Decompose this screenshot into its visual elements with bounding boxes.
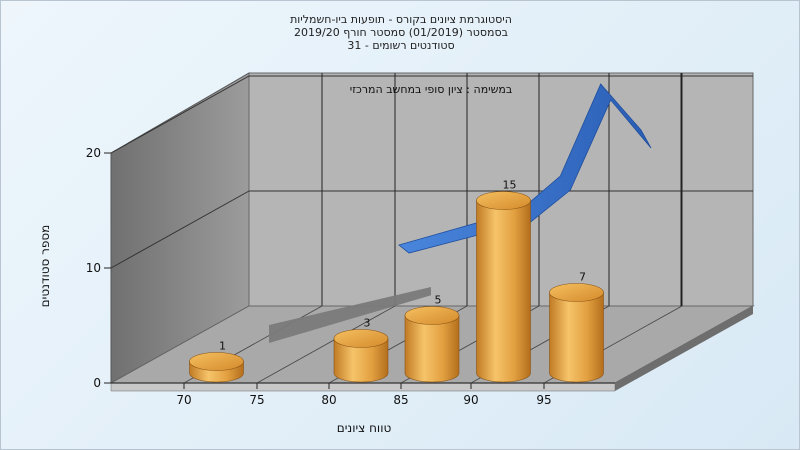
- right-edge: [615, 306, 753, 391]
- bar-top: [549, 283, 604, 302]
- x-tick-label: 75: [249, 393, 264, 407]
- bars-group: 1 3 5 15 7: [189, 179, 604, 383]
- x-tick-label: 80: [321, 393, 336, 407]
- gridline-side: [110, 190, 250, 269]
- flat-band-series: [269, 287, 431, 343]
- y-tick-label: 10: [86, 261, 101, 275]
- bar-value-label: 5: [435, 294, 442, 307]
- bar-value-label: 3: [364, 317, 371, 330]
- bar: [476, 200, 531, 383]
- chart-subtitle: במשימה : ציון סופי במחשב המרכזי: [350, 83, 513, 96]
- chart-title-line-3: סטודנטים רשומים - 31: [347, 39, 455, 52]
- x-axis-label: טווח ציונים: [337, 421, 392, 435]
- x-tick-label: 90: [463, 393, 478, 407]
- front-edge: [110, 382, 616, 392]
- bar-top: [333, 329, 389, 348]
- x-tick-label: 95: [536, 393, 551, 407]
- bar: [333, 338, 389, 383]
- gridline-side: [110, 75, 250, 154]
- bar-top: [476, 191, 531, 210]
- bar: [404, 315, 460, 383]
- y-tick-label: 0: [93, 376, 101, 390]
- axes-group: 0 10 20 70 75 80 85 90 95: [86, 146, 552, 407]
- bar-value-label: 1: [219, 340, 226, 353]
- x-tick-label: 70: [176, 393, 191, 407]
- y-tick-label: 20: [86, 146, 101, 160]
- chart-title-line-2: בסמסטר (01/2019) סמסטר חורף 2019/20: [294, 26, 508, 39]
- y-axis-label: מספר סטודנטים: [38, 225, 52, 308]
- gridlines: [110, 73, 753, 384]
- bar-top: [404, 306, 460, 325]
- gridline-floor: [256, 305, 396, 384]
- bar-value-label: 15: [503, 179, 517, 192]
- bar-top: [189, 352, 244, 371]
- bar: [549, 292, 604, 383]
- bar-value-label: 7: [579, 271, 586, 284]
- x-tick-label: 85: [393, 393, 408, 407]
- chart-title-line-1: היסטוגרמת ציונים בקורס - תופעות ביו-חשמל…: [290, 13, 512, 26]
